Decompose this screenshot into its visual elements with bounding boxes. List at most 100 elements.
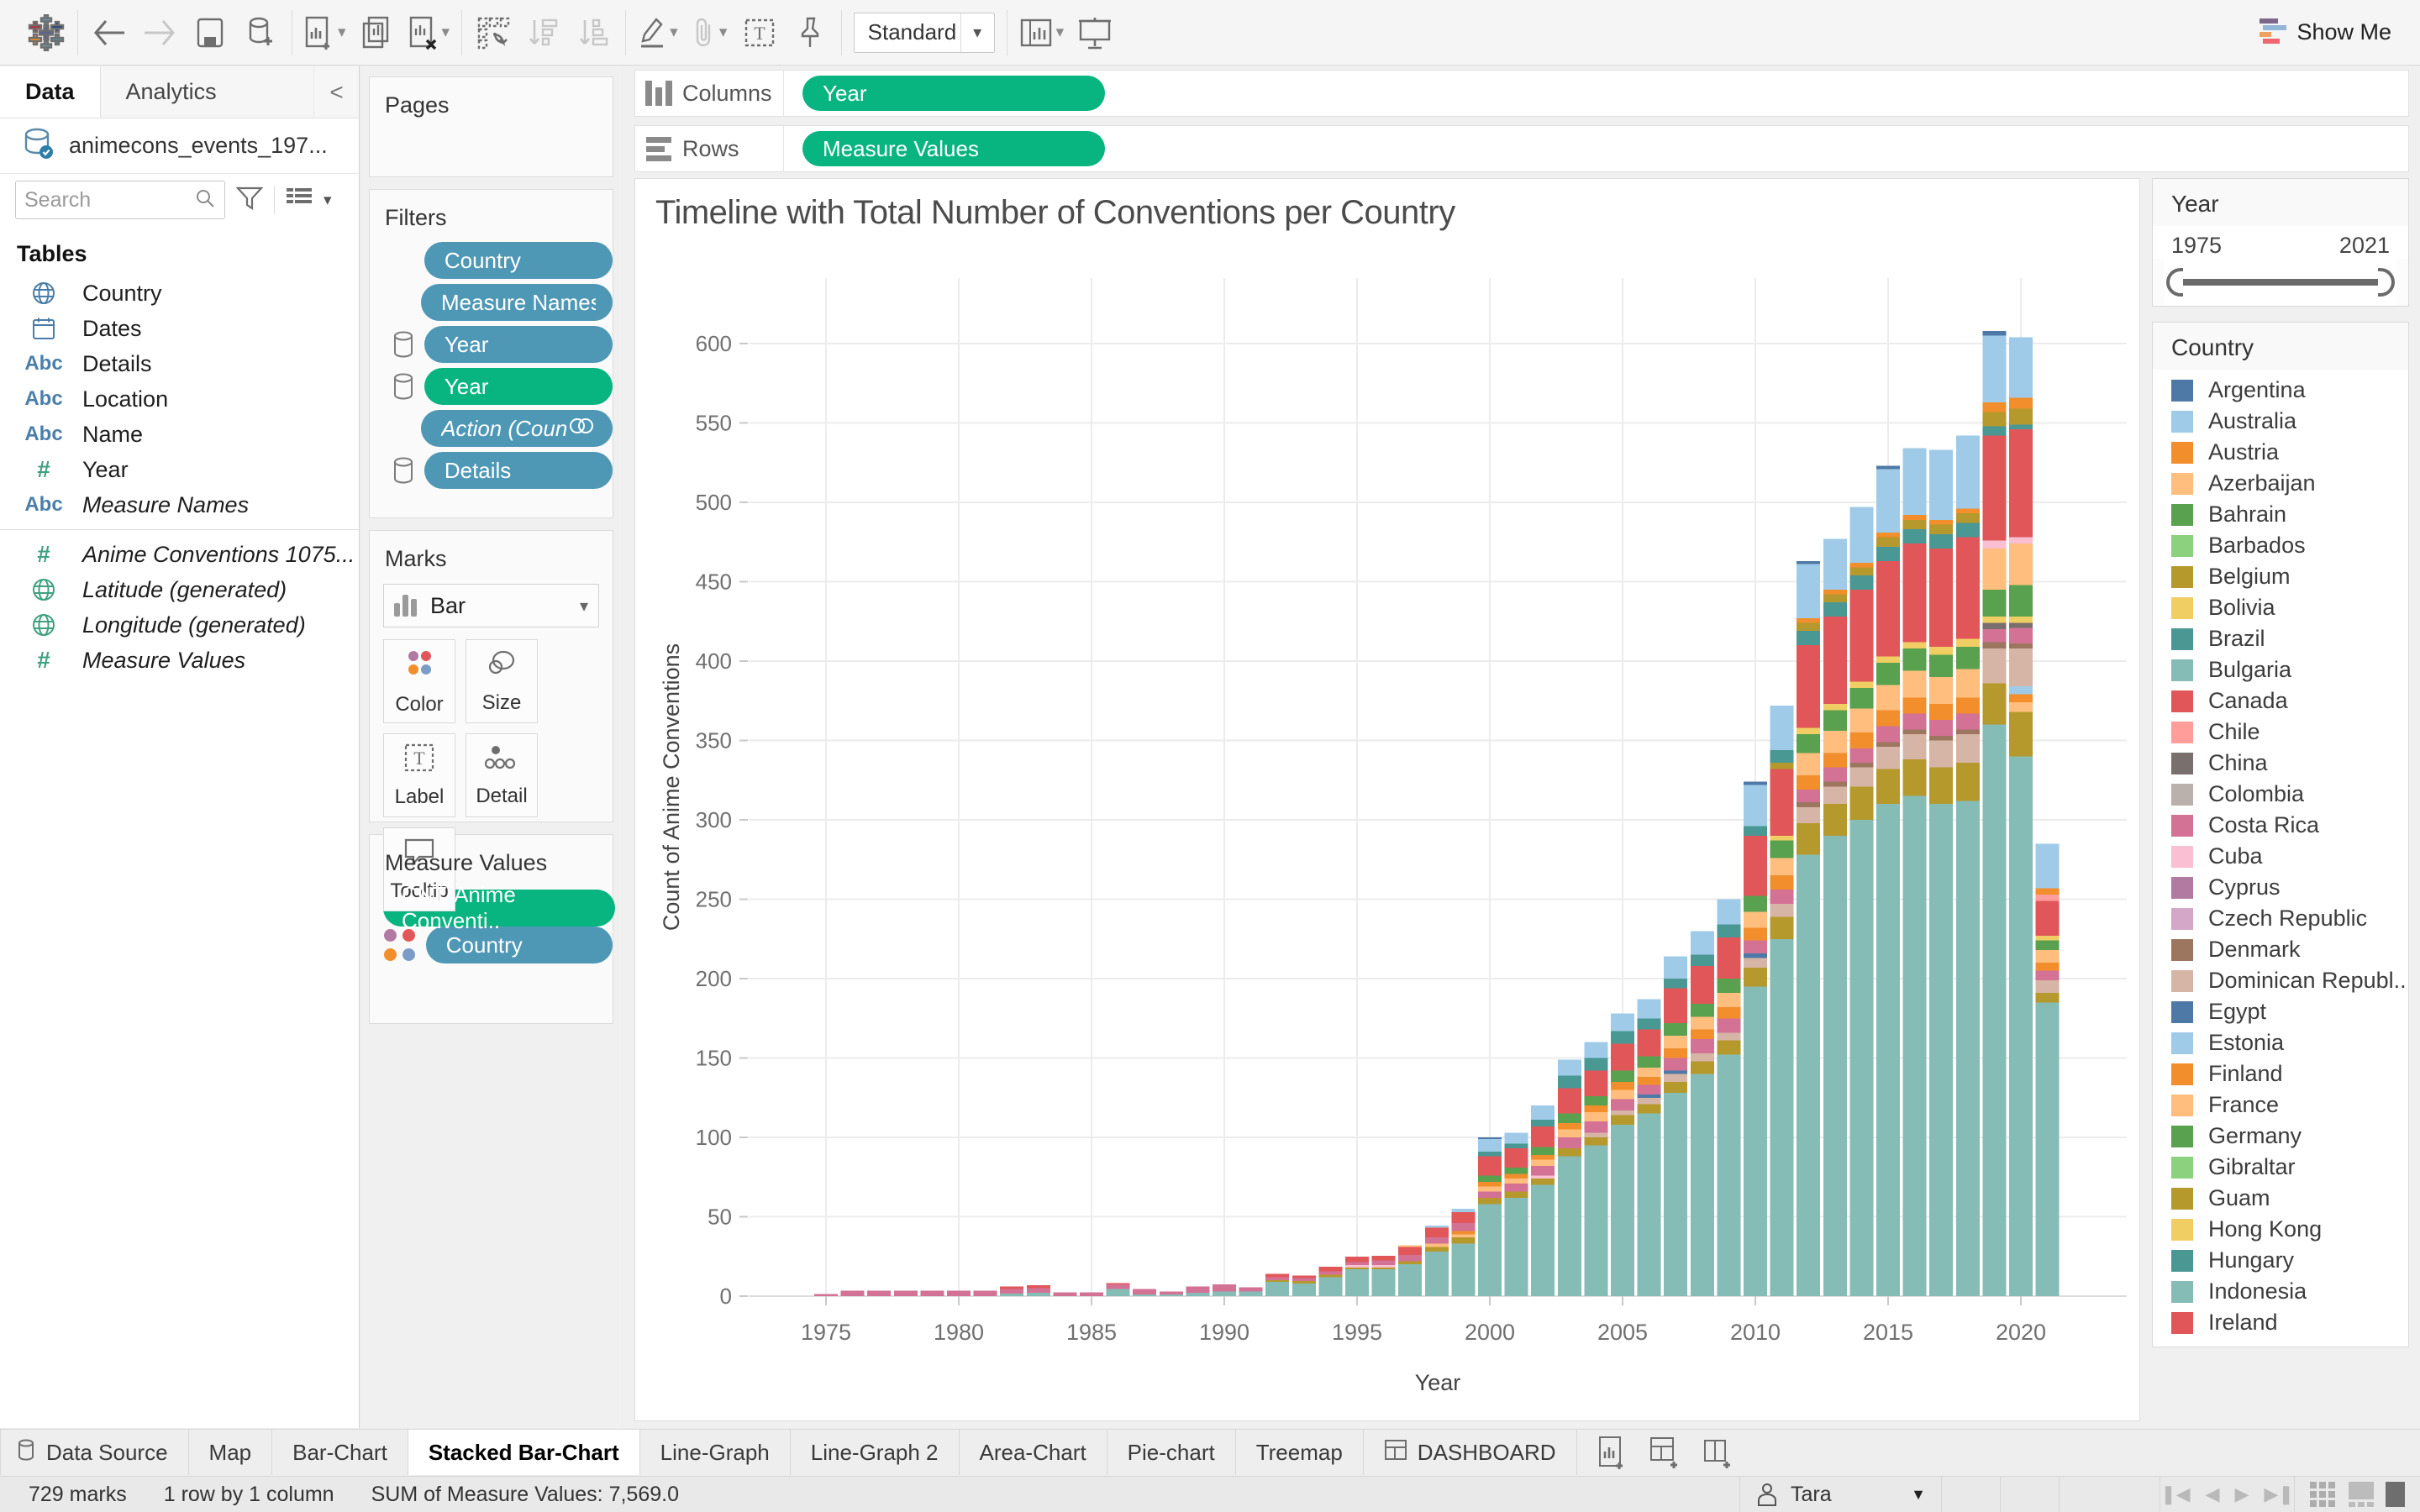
- marks-button-size[interactable]: Size: [466, 639, 538, 723]
- presentation-mode-icon[interactable]: [1076, 10, 1114, 55]
- field-dates[interactable]: Dates: [0, 311, 359, 346]
- legend-item-canada[interactable]: Canada: [2153, 685, 2408, 717]
- marks-button-tooltip[interactable]: Tooltip: [383, 827, 455, 911]
- search-box[interactable]: [15, 181, 225, 219]
- field-location[interactable]: Abc Location: [0, 381, 359, 417]
- pages-shelf[interactable]: Pages: [369, 76, 613, 177]
- sheet-tab-line-graph[interactable]: Line-Graph: [640, 1430, 791, 1475]
- legend-item-austria[interactable]: Austria: [2153, 437, 2408, 468]
- legend-item-dominican-republ[interactable]: Dominican Republ..: [2153, 965, 2408, 996]
- label-icon[interactable]: T: [740, 10, 779, 55]
- legend-item-egypt[interactable]: Egypt: [2153, 996, 2408, 1027]
- rows-pill-measure-values[interactable]: Measure Values: [802, 131, 1105, 166]
- pin-icon[interactable]: [791, 10, 829, 55]
- sheet-tab-line-graph-2[interactable]: Line-Graph 2: [791, 1430, 960, 1475]
- rows-shelf[interactable]: Rows Measure Values: [634, 125, 2409, 172]
- legend-item-argentina[interactable]: Argentina: [2153, 375, 2408, 406]
- paperclip-icon[interactable]: ▾: [690, 10, 729, 55]
- field-anime-conventions-1075[interactable]: # Anime Conventions 1075...: [0, 537, 359, 572]
- field-longitude-generated[interactable]: Longitude (generated): [0, 607, 359, 643]
- first-page-icon[interactable]: ❚◀: [2160, 1483, 2191, 1504]
- new-worksheet-icon[interactable]: [1591, 1434, 1634, 1471]
- chevron-down-icon[interactable]: ▾: [324, 191, 332, 209]
- legend-item-belgium[interactable]: Belgium: [2153, 561, 2408, 592]
- chevron-down-icon[interactable]: ▾: [579, 596, 588, 616]
- filter-pill-measure-names[interactable]: Measure Names: ..: [421, 284, 613, 321]
- field-details[interactable]: Abc Details: [0, 346, 359, 381]
- view-options-icon[interactable]: [285, 186, 313, 215]
- measure-values-pill[interactable]: CNT(Anime Conventi..: [383, 882, 615, 933]
- color-pill-country[interactable]: Country: [425, 927, 613, 963]
- new-dashboard-icon[interactable]: [1643, 1434, 1686, 1471]
- cell-structure-icon[interactable]: ▾: [1019, 10, 1065, 55]
- year-range-slider[interactable]: [2165, 259, 2396, 306]
- legend-item-estonia[interactable]: Estonia: [2153, 1027, 2408, 1058]
- sheet-tab-data-source[interactable]: Data Source: [0, 1430, 189, 1475]
- sort-ascending-icon[interactable]: [524, 10, 563, 55]
- legend-item-ireland[interactable]: Ireland: [2153, 1307, 2408, 1338]
- legend-item-hong-kong[interactable]: Hong Kong: [2153, 1214, 2408, 1245]
- chevron-down-icon[interactable]: ▾: [338, 24, 346, 41]
- new-worksheet-icon[interactable]: ▾: [304, 10, 346, 55]
- chevron-down-icon[interactable]: ▾: [960, 13, 994, 52]
- clear-sheet-icon[interactable]: ▾: [408, 10, 450, 55]
- chevron-down-icon[interactable]: ▾: [670, 24, 678, 41]
- filter-pill-year[interactable]: Year: [424, 326, 613, 363]
- tab-analytics[interactable]: Analytics: [99, 66, 313, 118]
- collapse-pane-button[interactable]: <: [313, 66, 359, 118]
- search-input[interactable]: [24, 187, 194, 213]
- legend-item-cuba[interactable]: Cuba: [2153, 841, 2408, 872]
- highlight-pen-icon[interactable]: ▾: [638, 10, 678, 55]
- chevron-down-icon[interactable]: ▾: [441, 24, 450, 41]
- filter-pill-details[interactable]: Details: [424, 452, 613, 489]
- sheet-tab-area-chart[interactable]: Area-Chart: [960, 1430, 1107, 1475]
- tableau-logo[interactable]: [27, 10, 66, 55]
- slider-handle-left[interactable]: [2166, 268, 2183, 297]
- show-me-button[interactable]: Show Me: [2258, 16, 2405, 49]
- legend-item-finland[interactable]: Finland: [2153, 1058, 2408, 1089]
- legend-item-australia[interactable]: Australia: [2153, 406, 2408, 437]
- legend-item-cyprus[interactable]: Cyprus: [2153, 872, 2408, 903]
- chevron-down-icon[interactable]: ▾: [718, 24, 728, 41]
- slider-handle-right[interactable]: [2378, 268, 2395, 297]
- fit-selector[interactable]: Standard ▾: [853, 12, 995, 53]
- legend-item-barbados[interactable]: Barbados: [2153, 530, 2408, 561]
- legend-item-brazil[interactable]: Brazil: [2153, 623, 2408, 654]
- filter-fields-icon[interactable]: [235, 185, 264, 216]
- legend-item-denmark[interactable]: Denmark: [2153, 934, 2408, 965]
- sheet-tab-pie-chart[interactable]: Pie-chart: [1107, 1430, 1236, 1475]
- sort-descending-icon[interactable]: [575, 10, 613, 55]
- sheet-tab-stacked-bar-chart[interactable]: Stacked Bar-Chart: [408, 1430, 640, 1475]
- field-year[interactable]: # Year: [0, 452, 359, 487]
- legend-item-gibraltar[interactable]: Gibraltar: [2153, 1152, 2408, 1183]
- field-country[interactable]: Country: [0, 276, 359, 311]
- marks-button-color[interactable]: Color: [383, 639, 455, 723]
- back-arrow[interactable]: [90, 10, 129, 55]
- legend-item-indonesia[interactable]: Indonesia: [2153, 1276, 2408, 1307]
- field-measure-names[interactable]: Abc Measure Names: [0, 487, 359, 522]
- duplicate-sheet-icon[interactable]: [358, 10, 397, 55]
- legend-item-hungary[interactable]: Hungary: [2153, 1245, 2408, 1276]
- user-filter-dropdown[interactable]: Tara ▼: [1739, 1477, 1941, 1512]
- legend-item-chile[interactable]: Chile: [2153, 717, 2408, 748]
- legend-item-azerbaijan[interactable]: Azerbaijan: [2153, 468, 2408, 499]
- chevron-down-icon[interactable]: ▾: [1055, 24, 1065, 41]
- prev-page-icon[interactable]: ◀: [2205, 1483, 2220, 1504]
- add-datasource-icon[interactable]: [241, 10, 280, 55]
- mark-type-dropdown[interactable]: Bar ▾: [383, 584, 599, 627]
- filters-shelf[interactable]: Filters Country Measure Names: .. Year Year…: [369, 189, 613, 518]
- sheet-tab-bar-chart[interactable]: Bar-Chart: [272, 1430, 408, 1475]
- save-icon[interactable]: [191, 10, 229, 55]
- legend-item-czech-republic[interactable]: Czech Republic: [2153, 903, 2408, 934]
- marks-button-label[interactable]: T Label: [383, 733, 455, 817]
- legend-item-bahrain[interactable]: Bahrain: [2153, 499, 2408, 530]
- legend-item-china[interactable]: China: [2153, 748, 2408, 779]
- chevron-down-icon[interactable]: ▼: [1911, 1485, 1926, 1503]
- field-name[interactable]: Abc Name: [0, 417, 359, 452]
- filter-pill-year[interactable]: Year: [424, 368, 613, 405]
- current-sheet-icon[interactable]: [2386, 1482, 2405, 1507]
- filter-pill-country[interactable]: Country: [424, 242, 613, 279]
- tab-data[interactable]: Data: [0, 66, 100, 118]
- sheet-tab-dashboard[interactable]: DASHBOARD: [1364, 1430, 1577, 1475]
- legend-item-france[interactable]: France: [2153, 1089, 2408, 1121]
